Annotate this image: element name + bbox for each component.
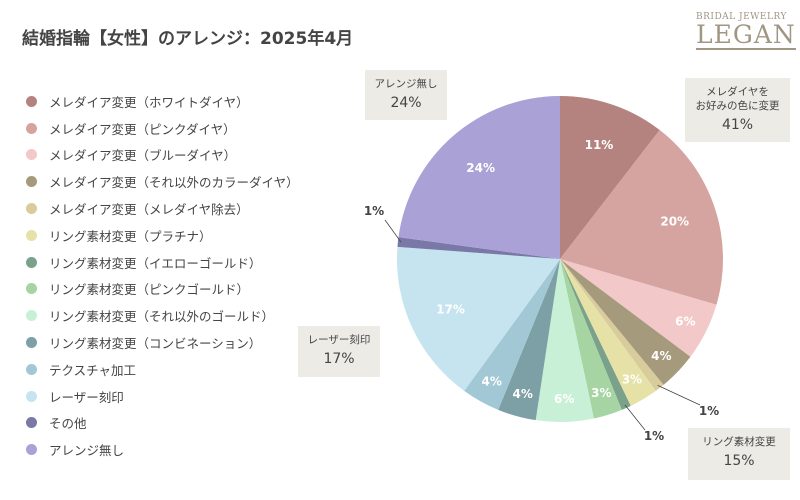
legend-label: メレダイア変更（ブルーダイヤ）	[49, 148, 237, 164]
callout-melee-color: メレダイヤを お好みの色に変更 41%	[685, 78, 790, 142]
pie-slice	[535, 259, 594, 422]
legend-label: メレダイア変更（ホワイトダイヤ）	[49, 94, 249, 110]
callout-label: リング素材変更	[702, 436, 776, 448]
legend-swatch	[26, 310, 37, 322]
slice-label: 4%	[651, 349, 671, 363]
logo-subtitle: BRIDAL JEWELRY	[696, 12, 787, 22]
legend-swatch	[26, 337, 37, 349]
pie-slice	[560, 259, 631, 410]
legend-swatch	[26, 283, 37, 295]
slice-label: 4%	[482, 374, 502, 388]
pie-slice	[560, 96, 660, 259]
legend-item: メレダイア変更（それ以外のカラーダイヤ）	[26, 168, 299, 195]
callout-ring-material: リング素材変更 15%	[688, 428, 790, 480]
callout-no-arrange: アレンジ無し 24%	[365, 70, 447, 120]
legend-item: レーザー刻印	[26, 383, 299, 410]
legend-item: リング素材変更（プラチナ）	[26, 222, 299, 249]
callout-label: アレンジ無し	[374, 78, 438, 90]
pie-slice	[560, 259, 691, 385]
slice-label: 6%	[554, 392, 574, 406]
slice-label: 20%	[660, 215, 689, 229]
legend-item: リング素材変更（ピンクゴールド）	[26, 276, 299, 303]
pie-slice	[396, 246, 560, 391]
callout-label: レーザー刻印	[307, 334, 371, 346]
slice-label: 6%	[675, 315, 695, 329]
callout-pct: 41%	[721, 117, 754, 133]
legend-swatch	[26, 417, 37, 429]
legend-label: その他	[49, 416, 87, 432]
slice-label: 4%	[513, 387, 533, 401]
legend-swatch	[26, 444, 37, 456]
legend-label: リング素材変更（それ以外のゴールド）	[49, 309, 275, 325]
slice-label: 1%	[364, 204, 384, 218]
brand-logo: BRIDAL JEWELRY LEGAN	[696, 12, 796, 50]
pie-slice	[498, 259, 560, 421]
slice-label: 3%	[591, 386, 611, 400]
legend-label: メレダイア変更（ピンクダイヤ）	[49, 121, 236, 137]
legend-label: リング素材変更（プラチナ）	[49, 228, 212, 244]
legend-item: メレダイア変更（ピンクダイヤ）	[26, 115, 299, 142]
chart-title: 結婚指輪【女性】のアレンジ：2025年4月	[22, 29, 354, 49]
legend-item: テクスチャ加工	[26, 356, 299, 383]
legend-swatch	[26, 256, 37, 268]
pie-slice	[560, 259, 664, 391]
slice-label: 1%	[699, 404, 719, 418]
legend-item: メレダイア変更（ホワイトダイヤ）	[26, 88, 299, 115]
slice-label: 24%	[466, 161, 495, 175]
legend-label: レーザー刻印	[49, 389, 124, 405]
legend-swatch	[26, 122, 37, 134]
legend-swatch	[26, 203, 37, 215]
callout-pct: 15%	[723, 453, 755, 469]
legend-swatch	[26, 95, 37, 107]
legend-label: リング素材変更（イエローゴールド）	[49, 255, 262, 271]
legend-label: リング素材変更（ピンクゴールド）	[49, 282, 250, 298]
callout-pct: 24%	[390, 95, 422, 111]
logo-name: LEGAN	[696, 20, 796, 50]
leader-line	[624, 404, 646, 431]
pie-slice	[560, 259, 717, 357]
callout-pct: 17%	[323, 351, 355, 367]
legend-item: リング素材変更（コンビネーション）	[26, 329, 299, 356]
legend-label: テクスチャ加工	[49, 362, 137, 378]
legend: メレダイア変更（ホワイトダイヤ） メレダイア変更（ピンクダイヤ） メレダイア変更（ブ…	[26, 88, 299, 463]
legend-swatch	[26, 176, 37, 188]
legend-item: リング素材変更（イエローゴールド）	[26, 249, 299, 276]
legend-item: アレンジ無し	[26, 436, 299, 463]
callout-label-line2: お好みの色に変更	[695, 100, 780, 112]
legend-label: メレダイア変更（メレダイヤ除去）	[49, 202, 249, 218]
slice-label: 1%	[644, 429, 664, 443]
slice-label: 3%	[622, 372, 642, 386]
slice-label: 17%	[436, 303, 465, 317]
slice-label: 11%	[585, 138, 614, 152]
legend-item: メレダイア変更（ブルーダイヤ）	[26, 142, 299, 169]
pie-slice	[397, 237, 560, 259]
legend-label: メレダイア変更（それ以外のカラーダイヤ）	[49, 175, 299, 191]
legend-item: メレダイア変更（メレダイヤ除去）	[26, 195, 299, 222]
legend-swatch	[26, 229, 37, 241]
leader-line	[384, 219, 402, 243]
legend-label: アレンジ無し	[49, 443, 125, 459]
pie-slice	[560, 259, 622, 419]
legend-swatch	[26, 149, 37, 161]
legend-label: リング素材変更（コンビネーション）	[49, 336, 262, 352]
leader-line	[657, 385, 701, 406]
callout-laser: レーザー刻印 17%	[298, 326, 380, 377]
legend-swatch	[26, 363, 37, 375]
legend-item: リング素材変更（それ以外のゴールド）	[26, 302, 299, 329]
pie-slice	[464, 259, 560, 410]
pie-slice	[398, 96, 560, 259]
callout-label-line1: メレダイヤを	[706, 86, 769, 98]
legend-item: その他	[26, 410, 299, 437]
pie-slice	[560, 130, 723, 305]
pie-slice	[560, 259, 656, 406]
legend-swatch	[26, 390, 37, 402]
